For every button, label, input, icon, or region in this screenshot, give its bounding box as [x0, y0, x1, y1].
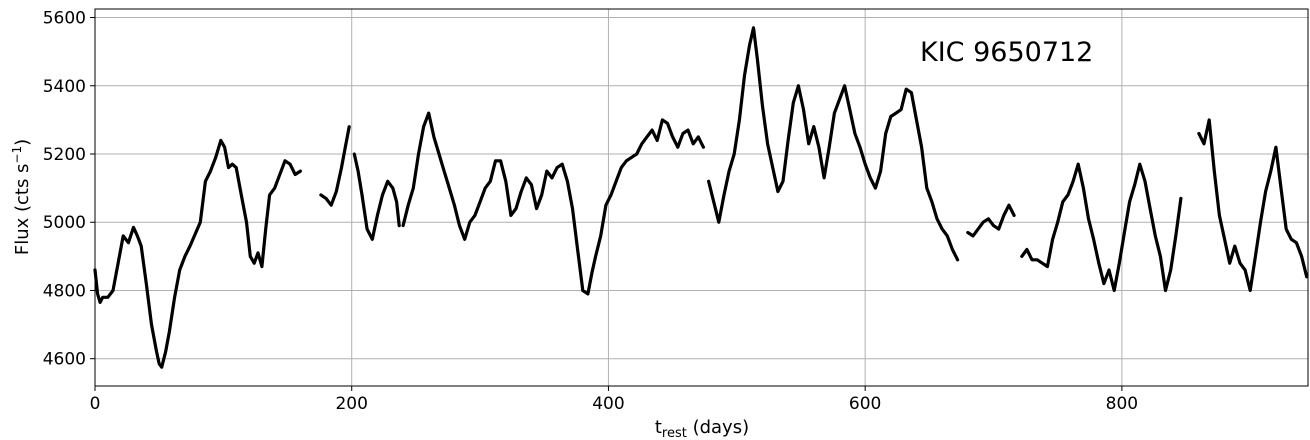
series-layer	[93, 26, 1309, 369]
y-tick-label: 5000	[43, 213, 86, 233]
x-tick-label: 400	[592, 394, 624, 414]
light-curve-segment	[352, 152, 401, 241]
y-tick-label: 4600	[43, 350, 86, 370]
x-axis-label-main: t	[655, 417, 662, 438]
light-curve-segment	[966, 203, 1016, 238]
x-tick-label: 600	[849, 394, 881, 414]
light-curve-segment	[93, 138, 302, 369]
light-curve-segment	[1020, 162, 1183, 293]
y-axis-label-main: Flux (cts s	[12, 164, 33, 256]
x-tick-label: 200	[335, 394, 367, 414]
y-tick-label: 5200	[43, 145, 86, 165]
light-curve-segment	[401, 111, 706, 296]
chart-annotation: KIC 9650712	[920, 37, 1093, 68]
grid-layer	[94, 9, 1308, 386]
x-axis-label-unit: (days)	[687, 417, 749, 438]
x-tick-label: 800	[1106, 394, 1138, 414]
y-tick-label: 4800	[43, 281, 86, 301]
plot-frame	[94, 8, 1309, 387]
light-curve-segment	[1197, 118, 1309, 293]
light-curve-segment	[706, 26, 960, 262]
x-axis-label-subscript: rest	[662, 426, 687, 440]
x-tick-label: 0	[90, 394, 101, 414]
y-axis-label: Flux (cts s−1)	[10, 139, 33, 255]
y-axis-label-superscript: −1	[10, 146, 24, 164]
y-tick-label: 5400	[43, 77, 86, 97]
tick-layer: 0 200 400 600 800 4600 4800 5000 5200 5400 5600	[43, 9, 1138, 414]
y-tick-label: 5600	[43, 9, 86, 29]
x-axis-label: trest (days)	[655, 417, 749, 440]
light-curve-segment	[319, 125, 351, 207]
y-axis-label-close: )	[12, 139, 33, 146]
